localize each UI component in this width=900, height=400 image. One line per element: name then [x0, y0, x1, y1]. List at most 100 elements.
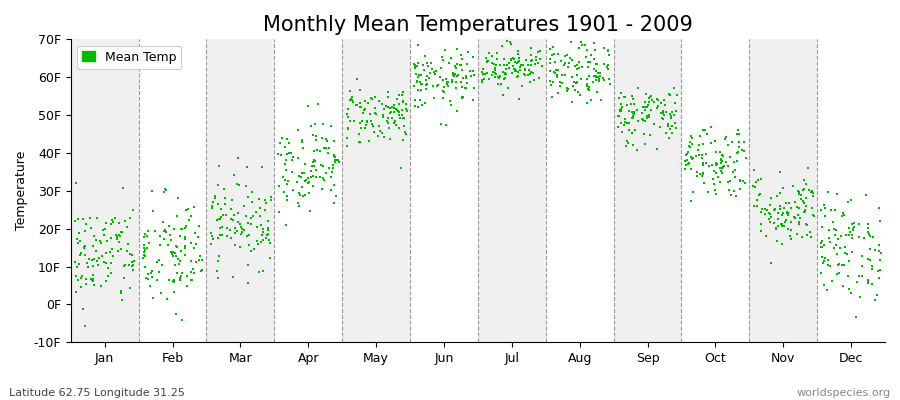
- Point: [226, 217, 240, 224]
- Point: [316, 177, 330, 184]
- Point: [656, 116, 670, 122]
- Legend: Mean Temp: Mean Temp: [77, 46, 181, 68]
- Point: [414, 72, 428, 78]
- Point: [843, 196, 858, 203]
- Point: [572, 44, 586, 51]
- Point: [330, 157, 345, 164]
- Point: [501, 59, 516, 66]
- Point: [834, 233, 849, 240]
- Bar: [206, 39, 274, 342]
- Point: [861, 256, 876, 262]
- Point: [798, 221, 813, 228]
- Point: [356, 106, 371, 113]
- Point: [207, 193, 221, 199]
- Point: [161, 223, 176, 229]
- Point: [181, 206, 195, 212]
- Point: [689, 168, 704, 175]
- Point: [303, 123, 318, 130]
- Point: [71, 230, 86, 236]
- Point: [769, 224, 783, 231]
- Point: [307, 157, 321, 163]
- Point: [278, 166, 293, 173]
- Point: [640, 115, 654, 121]
- Point: [758, 211, 772, 217]
- Point: [204, 202, 219, 209]
- Point: [845, 235, 859, 241]
- Point: [203, 230, 218, 236]
- Point: [716, 152, 731, 159]
- Point: [120, 247, 134, 254]
- Point: [845, 232, 859, 238]
- Point: [761, 215, 776, 222]
- Point: [325, 169, 339, 175]
- Point: [184, 277, 199, 284]
- Point: [454, 95, 469, 102]
- Point: [837, 212, 851, 218]
- Point: [511, 48, 526, 54]
- Point: [827, 245, 842, 251]
- Point: [805, 205, 819, 211]
- Point: [680, 157, 694, 164]
- Point: [256, 237, 271, 243]
- Point: [654, 100, 669, 107]
- Point: [626, 111, 641, 117]
- Point: [157, 227, 171, 234]
- Point: [355, 118, 369, 124]
- Point: [150, 277, 165, 284]
- Point: [834, 213, 849, 219]
- Point: [194, 252, 208, 259]
- Point: [814, 270, 828, 276]
- Point: [307, 163, 321, 170]
- Point: [767, 206, 781, 213]
- Point: [414, 81, 428, 87]
- Point: [86, 272, 101, 278]
- Point: [558, 60, 572, 66]
- Point: [388, 117, 402, 124]
- Point: [475, 66, 490, 72]
- Point: [832, 244, 847, 251]
- Point: [499, 75, 513, 82]
- Point: [780, 212, 795, 218]
- Point: [156, 219, 170, 225]
- Point: [508, 65, 522, 72]
- Point: [832, 262, 846, 268]
- Point: [587, 66, 601, 72]
- Point: [409, 64, 423, 70]
- Point: [176, 226, 190, 232]
- Point: [295, 170, 310, 176]
- Point: [614, 108, 628, 114]
- Point: [417, 67, 431, 73]
- Point: [328, 193, 343, 200]
- Point: [279, 157, 293, 163]
- Point: [448, 70, 463, 77]
- Point: [77, 252, 92, 258]
- Point: [140, 271, 155, 277]
- Point: [524, 52, 538, 58]
- Point: [692, 142, 706, 149]
- Point: [631, 118, 645, 124]
- Point: [448, 78, 463, 85]
- Point: [770, 193, 785, 200]
- Point: [789, 204, 804, 210]
- Point: [802, 186, 816, 193]
- Point: [166, 248, 180, 255]
- Point: [692, 152, 706, 158]
- Point: [572, 64, 586, 71]
- Point: [718, 159, 733, 166]
- Point: [83, 215, 97, 221]
- Point: [90, 258, 104, 264]
- Point: [277, 189, 292, 195]
- Point: [571, 89, 585, 95]
- Point: [313, 174, 328, 180]
- Point: [91, 262, 105, 269]
- Point: [410, 78, 425, 84]
- Point: [328, 159, 342, 165]
- Point: [548, 70, 562, 77]
- Point: [651, 103, 665, 109]
- Point: [261, 225, 275, 231]
- Point: [420, 73, 435, 79]
- Point: [662, 120, 676, 127]
- Point: [171, 195, 185, 202]
- Point: [278, 177, 293, 184]
- Point: [396, 89, 410, 96]
